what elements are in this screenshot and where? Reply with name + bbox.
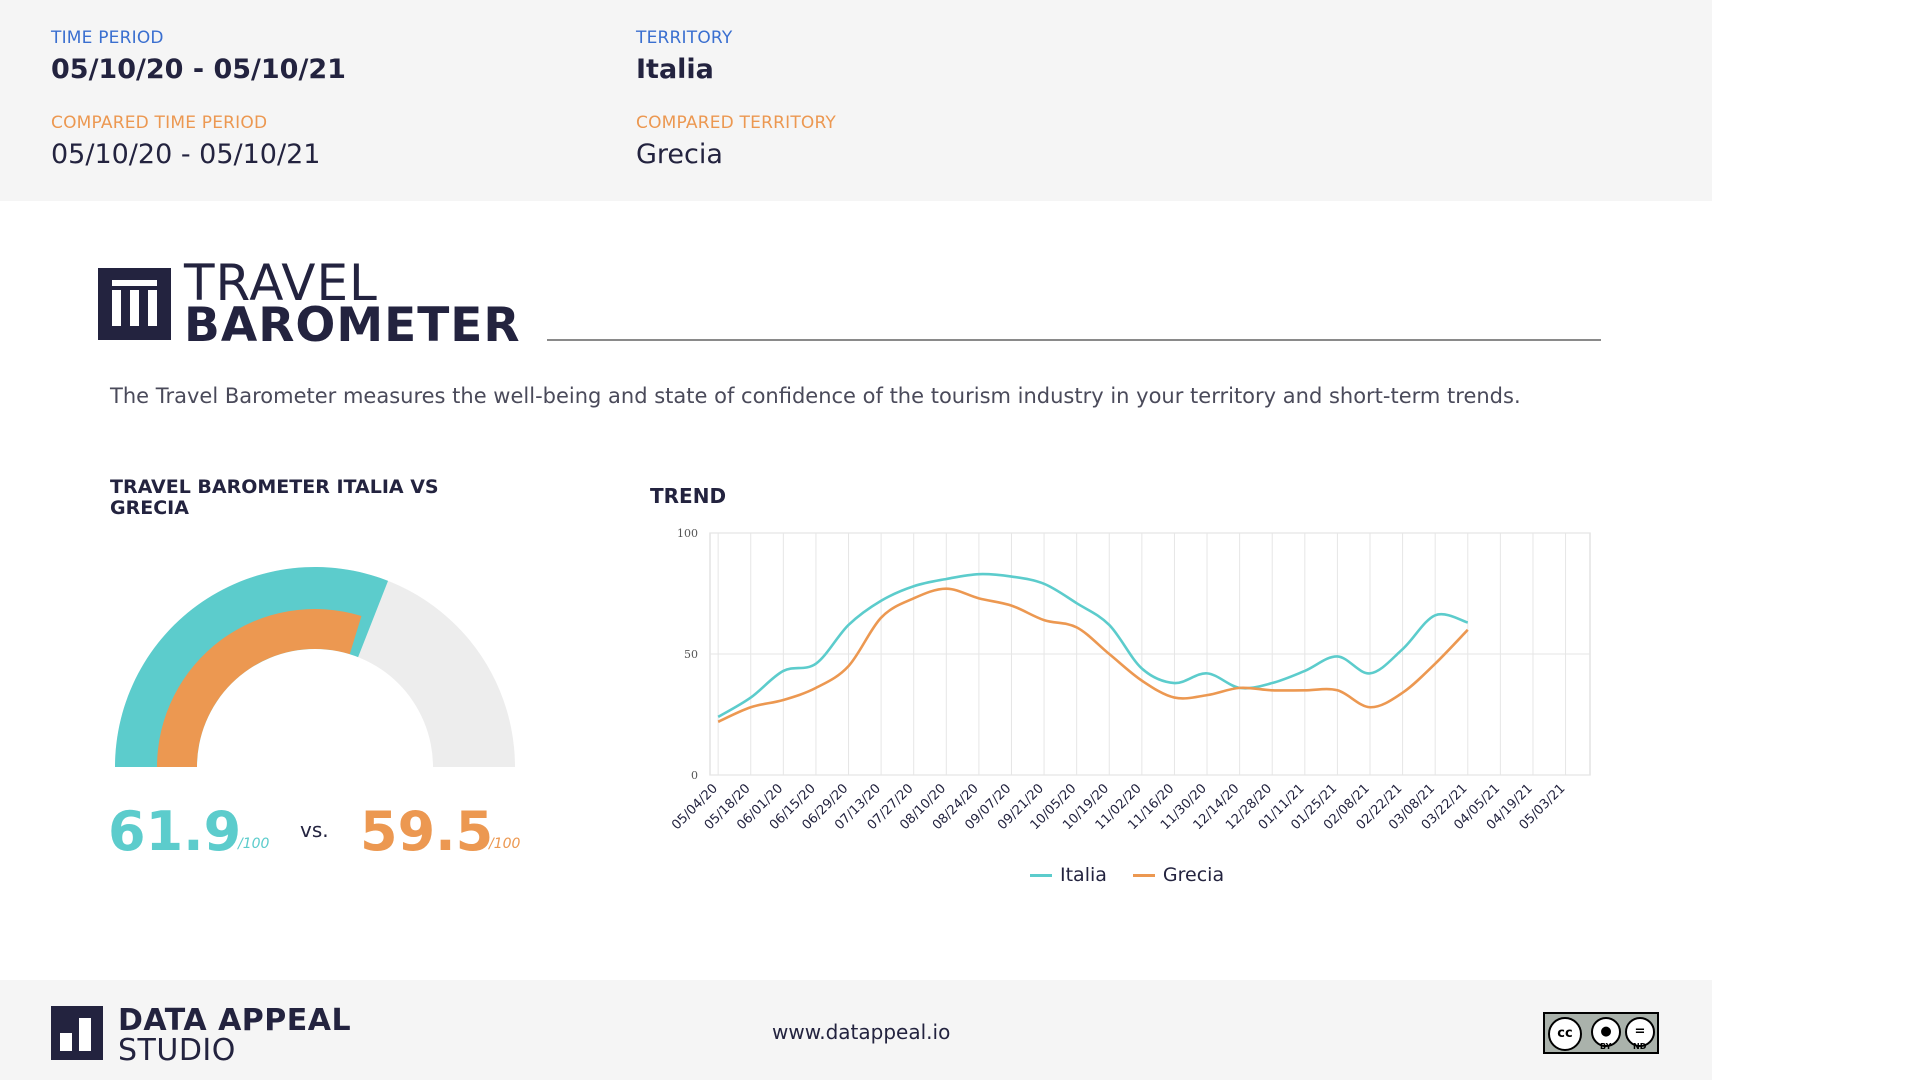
time-period-block: TIME PERIOD 05/10/20 - 05/10/21 [51, 28, 346, 85]
trend-title: TREND [650, 484, 727, 508]
y-tick-label: 0 [691, 769, 698, 782]
gauge-chart [115, 567, 515, 767]
footer-brand-line2: STUDIO [118, 1033, 236, 1068]
series-line-grecia [717, 587, 1469, 723]
license-nd-label: ND [1633, 1042, 1647, 1051]
versus-label: vs. [300, 818, 329, 842]
footer-website-link[interactable]: www.datappeal.io [772, 1020, 951, 1044]
gauge-center [197, 649, 433, 767]
license-by-label: BY [1600, 1042, 1612, 1051]
y-tick-label: 50 [684, 648, 698, 661]
page-description: The Travel Barometer measures the well-b… [110, 384, 1521, 408]
footer-brand-line1: DATA APPEAL [118, 1003, 352, 1038]
compared-territory-block: COMPARED TERRITORY Grecia [636, 113, 836, 170]
territory-block: TERRITORY Italia [636, 28, 732, 85]
time-period-value: 05/10/20 - 05/10/21 [51, 54, 346, 85]
travel-barometer-logo-icon [98, 268, 171, 340]
legend-label-italia: Italia [1060, 864, 1107, 886]
compared-time-period-value: 05/10/20 - 05/10/21 [51, 139, 321, 170]
score-italia-unit: /100 [238, 836, 270, 852]
time-period-label: TIME PERIOD [51, 28, 164, 48]
y-tick-label: 100 [677, 527, 698, 540]
title-divider [547, 339, 1601, 341]
compared-time-period-label: COMPARED TIME PERIOD [51, 113, 268, 133]
creative-commons-license-badge[interactable]: cc ● = BY ND [1543, 1012, 1659, 1054]
attribution-icon: ● [1591, 1017, 1621, 1047]
filters-header [0, 0, 1712, 201]
score-grecia-unit: /100 [489, 836, 521, 852]
legend-swatch-italia [1030, 873, 1052, 877]
gauge-arc-grecia [157, 609, 362, 767]
legend-swatch-grecia [1132, 873, 1155, 877]
legend-item-grecia: Grecia [1132, 864, 1225, 886]
territory-value: Italia [636, 54, 714, 85]
trend-legend: Italia Grecia [1030, 864, 1224, 886]
legend-item-italia: Italia [1030, 864, 1107, 886]
territory-label: TERRITORY [636, 28, 733, 48]
score-grecia: 59.5 [360, 800, 494, 863]
page-title-line2: BAROMETER [184, 298, 521, 353]
compared-time-period-block: COMPARED TIME PERIOD 05/10/20 - 05/10/21 [51, 113, 320, 170]
compared-territory-label: COMPARED TERRITORY [636, 113, 836, 133]
no-derivatives-icon: = [1625, 1017, 1655, 1047]
data-appeal-logo-icon [51, 1006, 103, 1060]
legend-label-grecia: Grecia [1162, 864, 1225, 886]
page-title-line1: TRAVEL [184, 254, 378, 312]
footer [0, 980, 1712, 1080]
series-line-italia [717, 572, 1469, 719]
trend-line-chart: 05010005/04/2005/18/2006/01/2006/15/2006… [669, 527, 1591, 833]
gauge-title: TRAVEL BAROMETER ITALIA VS GRECIA [110, 476, 439, 519]
score-italia: 61.9 [108, 800, 242, 863]
compared-territory-value: Grecia [636, 139, 723, 170]
cc-icon: cc [1548, 1017, 1582, 1051]
